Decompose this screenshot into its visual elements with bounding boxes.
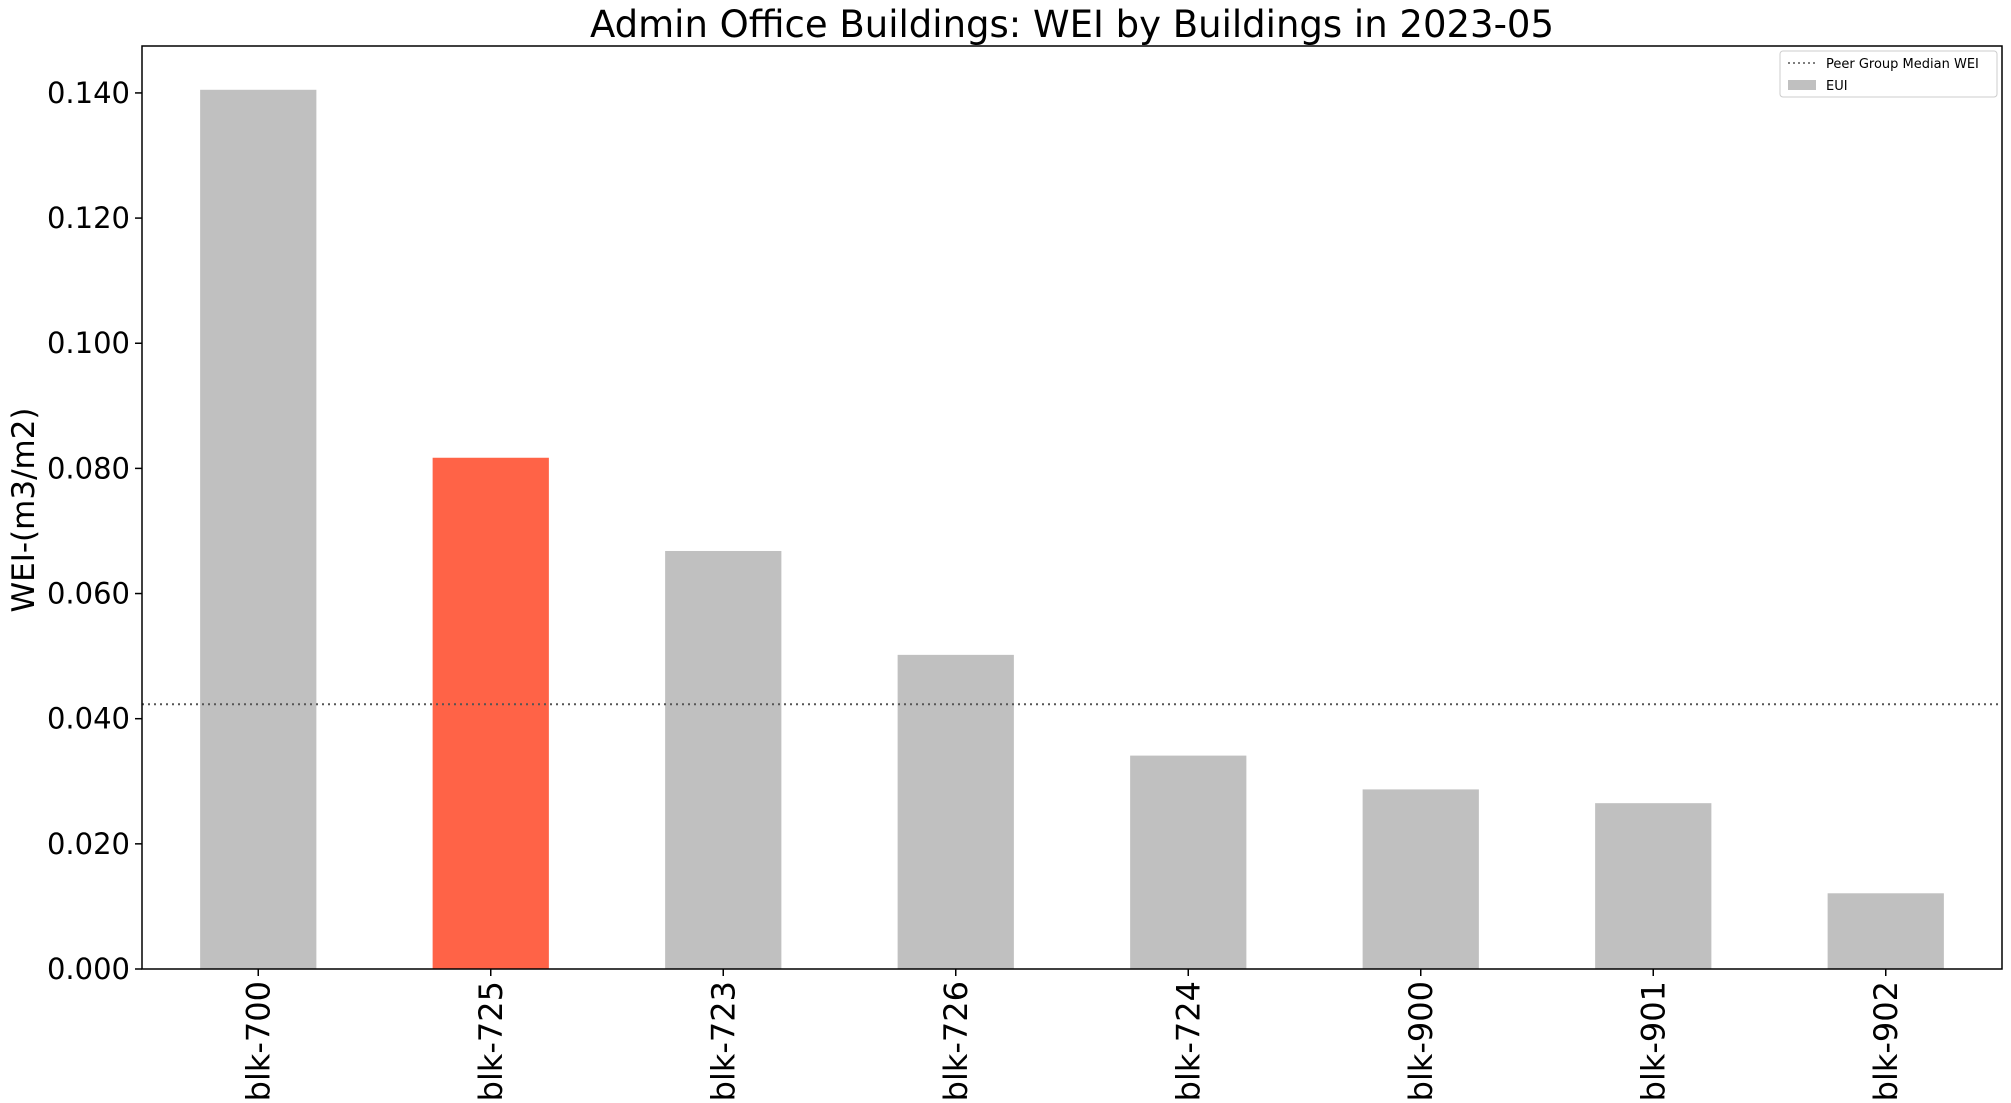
bar bbox=[200, 89, 317, 969]
y-tick-label: 0.080 bbox=[47, 451, 130, 485]
legend-swatch-eui bbox=[1788, 80, 1816, 90]
legend-label: Peer Group Median WEI bbox=[1826, 57, 1979, 72]
bar bbox=[1595, 803, 1712, 969]
bar bbox=[1130, 755, 1247, 969]
x-tick-label: blk-726 bbox=[937, 981, 975, 1101]
bar bbox=[1362, 789, 1479, 969]
chart-title: Admin Office Buildings: WEI by Buildings… bbox=[590, 3, 1554, 46]
plot-area: 0.000 0.020 0.040 0.060 0.080 0.100 0.120 0.140… bbox=[47, 45, 2003, 1101]
legend-box bbox=[1779, 50, 1998, 98]
x-tick-label: blk-725 bbox=[472, 981, 510, 1101]
bar bbox=[897, 654, 1014, 969]
x-tick-label: blk-902 bbox=[1867, 981, 1905, 1101]
y-tick-label: 0.060 bbox=[47, 577, 130, 611]
y-axis-label: WEI-(m3/m2) bbox=[6, 407, 42, 612]
y-tick-label: 0.000 bbox=[47, 952, 130, 986]
x-tick-label: blk-724 bbox=[1169, 981, 1207, 1101]
x-tick-label: blk-723 bbox=[704, 981, 742, 1101]
bar bbox=[1827, 893, 1944, 969]
legend-label: EUI bbox=[1826, 79, 1848, 94]
y-tick-label: 0.040 bbox=[47, 702, 130, 736]
y-tick-label: 0.100 bbox=[47, 326, 130, 360]
plot-frame bbox=[141, 45, 2003, 970]
x-tick-label: blk-900 bbox=[1402, 981, 1440, 1101]
bar bbox=[665, 550, 782, 969]
bar-highlighted bbox=[432, 457, 549, 969]
x-tick-label: blk-700 bbox=[239, 981, 277, 1101]
legend: Peer Group Median WEI EUI bbox=[1779, 50, 1998, 98]
y-tick-label: 0.120 bbox=[47, 201, 130, 235]
x-tick-label: blk-901 bbox=[1634, 981, 1672, 1101]
y-tick-label: 0.140 bbox=[47, 76, 130, 110]
y-tick-label: 0.020 bbox=[47, 827, 130, 861]
